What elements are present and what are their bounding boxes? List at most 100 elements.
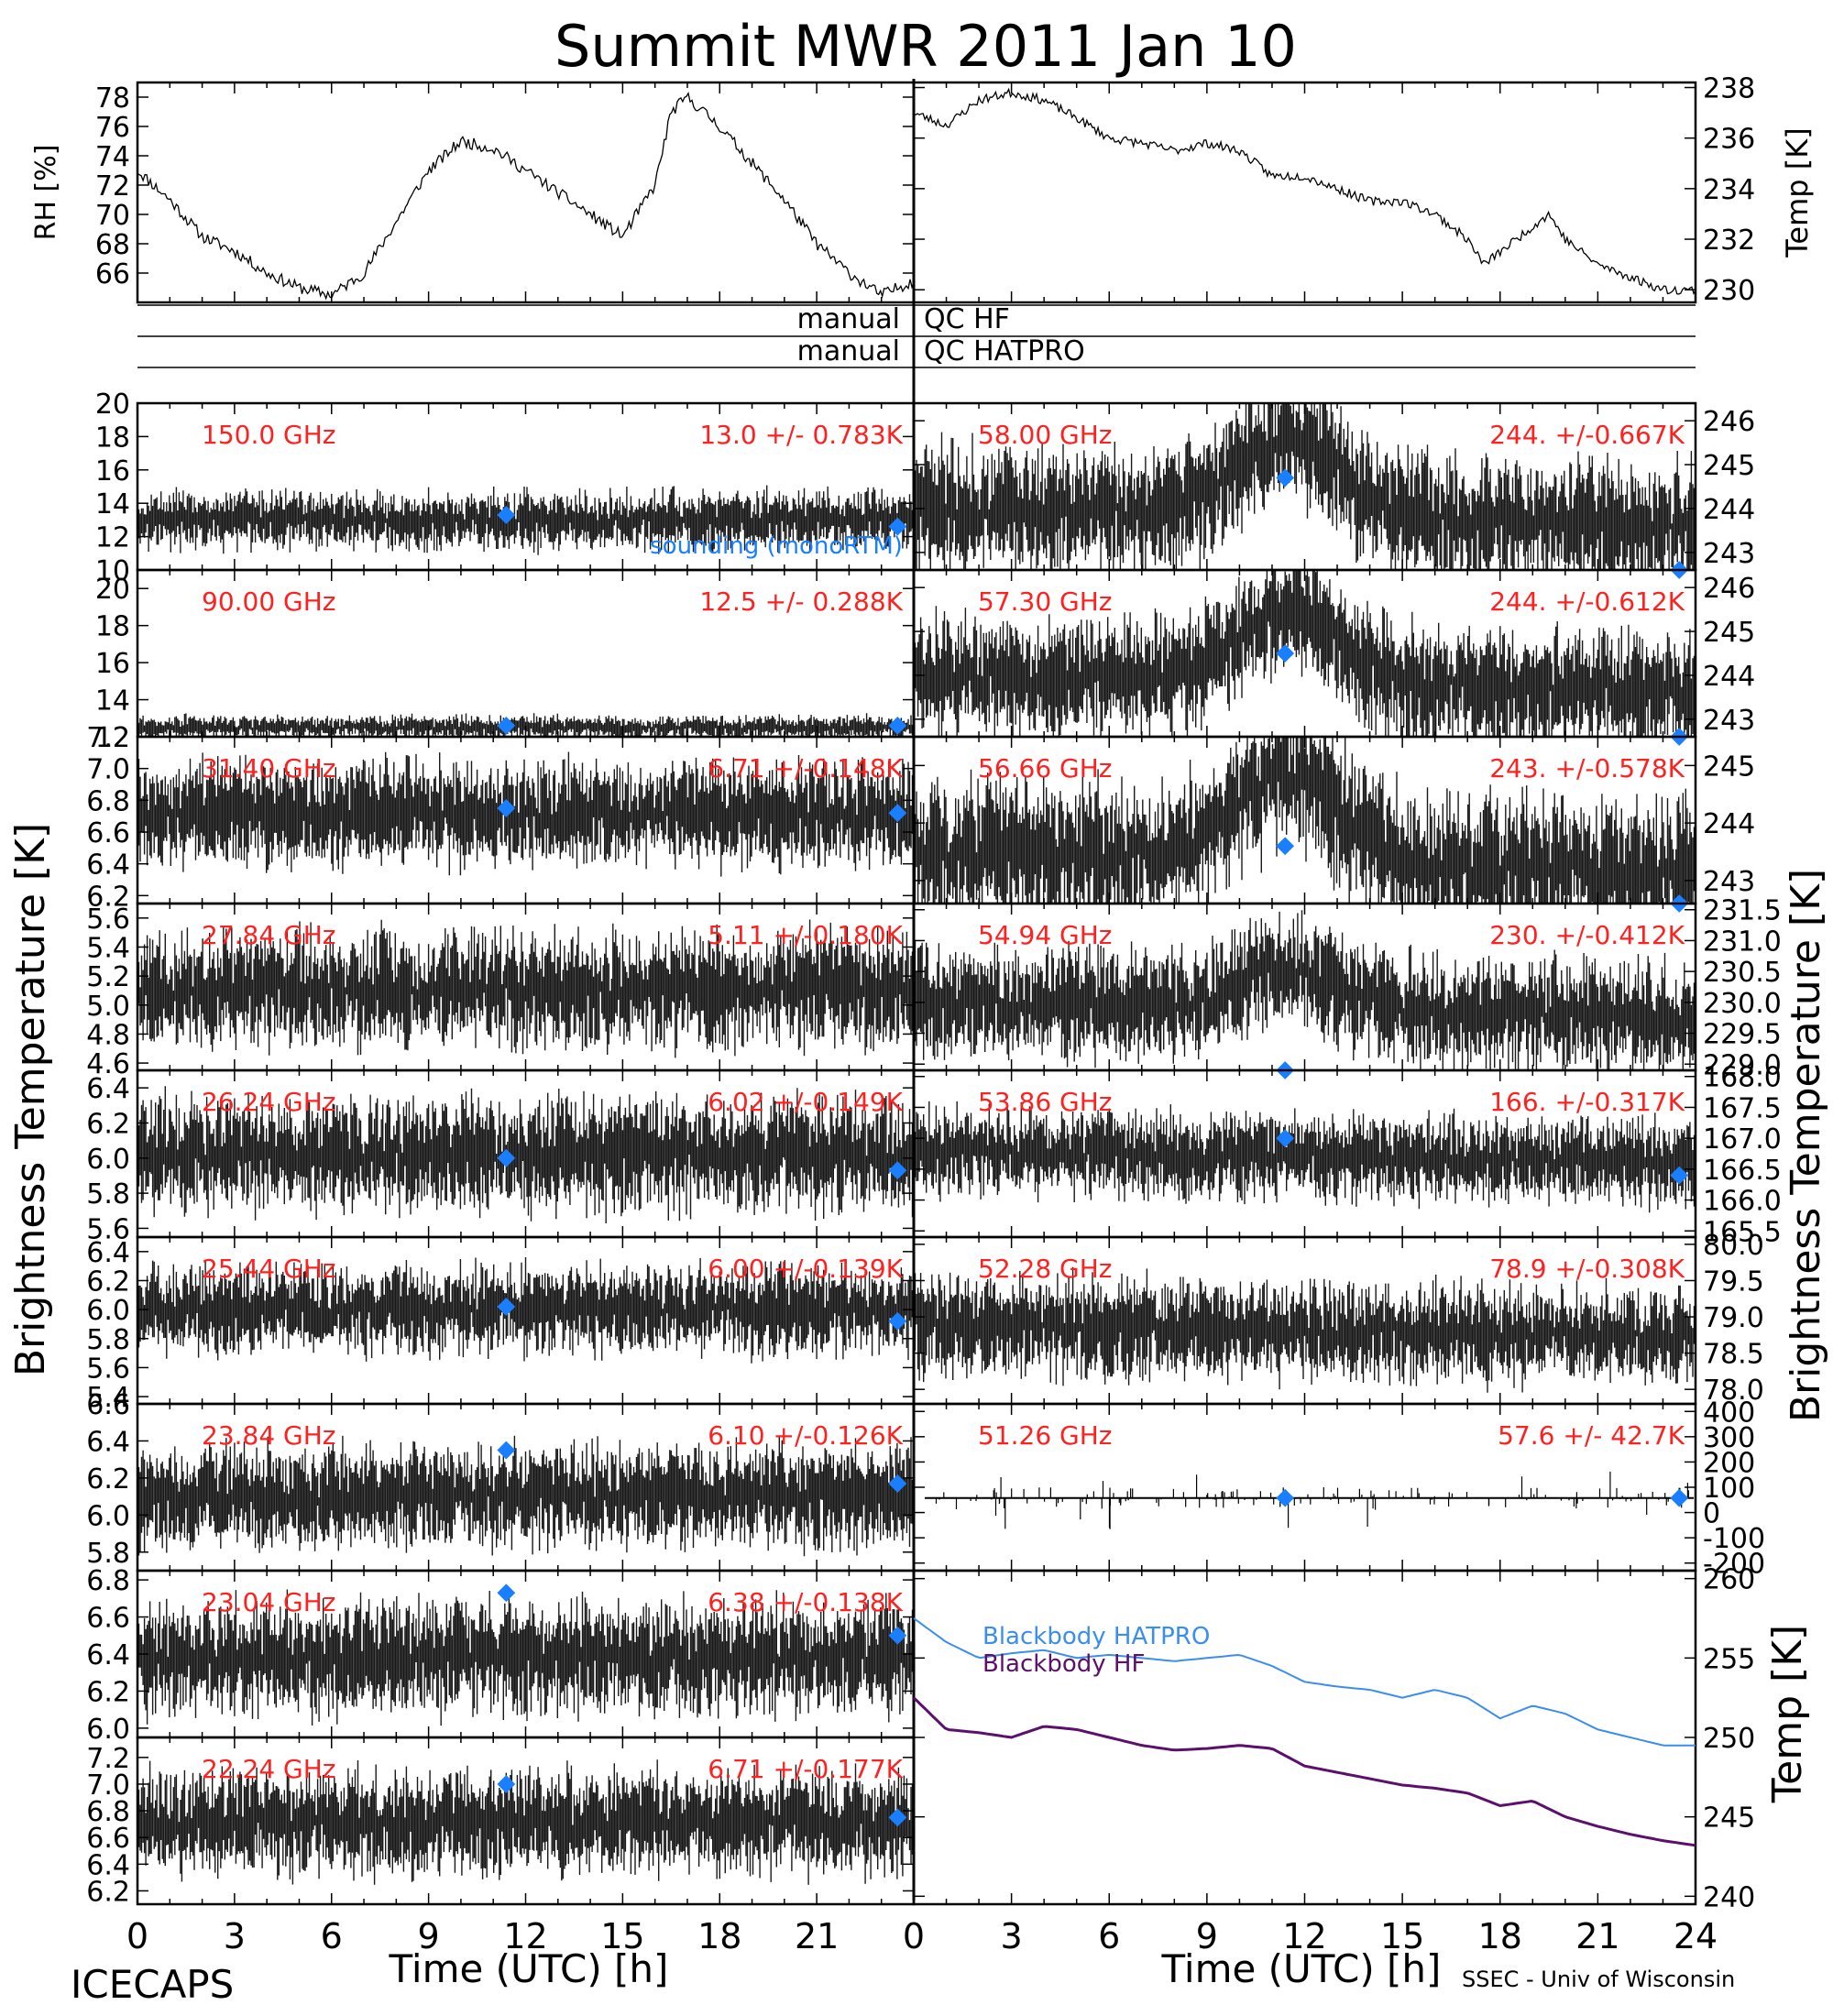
tb-25.44-panel-ytick-label: 6.2 [86, 1265, 130, 1298]
tb-53.86-stats-label: 166. +/-0.317K [1489, 1087, 1685, 1117]
tb-53.86-panel-ytick-label: 165.5 [1703, 1216, 1782, 1248]
tb-23.04-frequency-label: 23.04 GHz [202, 1587, 336, 1617]
tb-90.00-sounding-marker [497, 716, 516, 735]
tb-90.00-panel-ytick-label: 16 [95, 648, 130, 680]
tb-51.26-stats-label: 57.6 +/- 42.7K [1498, 1420, 1685, 1451]
tb-51.26-sounding-marker [1276, 1488, 1295, 1507]
tb-27.84-panel: 4.64.85.05.25.45.6 27.84 GHz 5.11 +/-0.180… [86, 902, 916, 1080]
tb-51.26-sounding-marker [1670, 1488, 1689, 1507]
rh-panel-ytick-label: 70 [95, 200, 130, 232]
tb-58.00-panel: 243 244 245 246 58.00 GHz 244. +/-0.667K [912, 401, 1755, 579]
tb-150.0-panel-ytick-label: 16 [95, 455, 130, 488]
tb-26.24-panel-ytick-label: 6.2 [86, 1108, 130, 1140]
tb-27.84-panel-ytick-label: 4.6 [86, 1048, 130, 1080]
tb-54.94-stats-label: 230. +/-0.412K [1489, 920, 1685, 950]
tb-27.84-panel-ytick-label: 5.4 [86, 932, 130, 964]
tb-51.26-panel-ytick-label: 100 [1703, 1473, 1755, 1505]
tb-53.86-panel-ytick-label: 166.5 [1703, 1155, 1782, 1187]
tb-90.00-panel-ytick-label: 12 [95, 722, 130, 754]
tb-90.00-panel-ytick-label: 18 [95, 611, 130, 643]
tb-57.30-panel-ytick-label: 243 [1703, 705, 1755, 737]
tb-23.84-sounding-marker [888, 1474, 907, 1493]
x-axis-label-left: Time (UTC) [h] [389, 1946, 669, 1991]
temp-panel-ytick-label: 238 [1703, 73, 1755, 105]
tb-25.44-panel: 5.45.65.86.06.26.4 25.44 GHz 6.00 +/-0.139… [86, 1235, 916, 1414]
blackbody-panel-xtick-label: 9 [1196, 1916, 1218, 1956]
tb-56.66-panel-ytick-label: 244 [1703, 808, 1755, 840]
tb-150.0-stats-label: 13.0 +/- 0.783K [699, 420, 903, 450]
tb-22.24-panel-xtick-label: 6 [321, 1916, 343, 1956]
tb-58.00-trace [913, 403, 1696, 570]
tb-23.04-panel-ytick-label: 6.0 [86, 1714, 130, 1746]
tb-53.86-panel-ytick-label: 168.0 [1703, 1062, 1782, 1094]
tb-51.26-panel-ytick-label: 0 [1703, 1498, 1720, 1530]
tb-53.86-panel-ytick-label: 167.5 [1703, 1092, 1782, 1124]
tb-23.04-sounding-marker [497, 1583, 516, 1603]
tb-22.24-panel-xtick-label: 12 [503, 1916, 547, 1956]
tb-51.26-panel-ytick-label: 400 [1703, 1397, 1755, 1429]
tb-57.30-frequency-label: 57.30 GHz [978, 586, 1113, 617]
tb-51.26-panel-ytick-label: -200 [1703, 1549, 1765, 1581]
tb-22.24-panel-ytick-label: 7.0 [86, 1769, 130, 1802]
tb-26.24-sounding-marker [497, 1148, 516, 1167]
rh-line [137, 92, 915, 301]
tb-58.00-panel-ytick-label: 243 [1703, 538, 1755, 570]
tb-27.84-stats-label: 5.11 +/-0.180K [708, 920, 903, 950]
tb-56.66-panel: 243 244 245 56.66 GHz 243. +/-0.578K [912, 735, 1755, 913]
tb-56.66-frequency-label: 56.66 GHz [978, 753, 1113, 783]
temp-panel-ytick-label: 230 [1703, 275, 1755, 307]
qc-hatpro-label: QC HATPRO [924, 335, 1085, 367]
tb-27.84-panel-ytick-label: 5.6 [86, 904, 130, 936]
tb-51.26-panel-ytick-label: 300 [1703, 1422, 1755, 1454]
tb-25.44-trace [137, 1256, 914, 1364]
tb-25.44-panel-ytick-label: 6.0 [86, 1295, 130, 1327]
tb-23.04-stats-label: 6.38 +/-0.138K [708, 1587, 903, 1617]
blackbody-panel-ytick-label: 245 [1703, 1802, 1755, 1835]
tb-57.30-panel-ytick-label: 244 [1703, 661, 1755, 693]
qc-hf-label: QC HF [924, 303, 1010, 335]
tb-150.0-sounding-marker [888, 517, 907, 536]
tb-52.28-panel-ytick-label: 78.0 [1703, 1375, 1764, 1407]
tb-57.30-stats-label: 244. +/-0.612K [1489, 586, 1685, 617]
tb-56.66-panel-ytick-label: 245 [1703, 751, 1755, 783]
temp-line [913, 87, 1696, 295]
tb-26.24-panel-ytick-label: 6.4 [86, 1073, 130, 1105]
tb-51.26-panel-ytick-label: 200 [1703, 1447, 1755, 1479]
tb-27.84-panel-ytick-label: 4.8 [86, 1019, 130, 1051]
tb-25.44-frequency-label: 25.44 GHz [202, 1254, 336, 1284]
tb-51.26-spikes [931, 1471, 1689, 1529]
blackbody-series-line [913, 1617, 1696, 1747]
tb-90.00-sounding-marker [888, 716, 907, 735]
tb-150.0-panel-ytick-label: 10 [95, 555, 130, 587]
blackbody-panel-xtick-label: 21 [1575, 1916, 1619, 1956]
tb-23.84-panel-ytick-label: 5.8 [86, 1538, 130, 1570]
tb-150.0-panel-ytick-label: 12 [95, 522, 130, 554]
tb-53.86-frequency-label: 53.86 GHz [978, 1087, 1113, 1117]
temp-panel-ytick-label: 236 [1703, 124, 1755, 156]
tb-25.44-sounding-marker [497, 1298, 516, 1316]
temp-panel: 230 232 234 236 238 [912, 73, 1755, 307]
blackbody-panel-xtick-label: 6 [1098, 1916, 1120, 1956]
blackbody-panel-xtick-label: 0 [903, 1916, 925, 1956]
tb-31.40-panel-ytick-label: 6.2 [86, 881, 130, 913]
tb-26.24-panel-ytick-label: 5.6 [86, 1213, 130, 1245]
tb-25.44-panel-ytick-label: 5.8 [86, 1324, 130, 1356]
blackbody-panel-xtick-label: 12 [1282, 1916, 1326, 1956]
tb-31.40-stats-label: 6.71 +/-0.148K [708, 753, 903, 783]
blackbody-series-label: Blackbody HATPRO [982, 1623, 1210, 1650]
tb-22.24-panel-xtick-label: 15 [600, 1916, 644, 1956]
tb-31.40-sounding-marker [497, 799, 516, 817]
tb-22.24-stats-label: 6.71 +/-0.177K [708, 1754, 903, 1784]
tb-52.28-panel: 78.0 78.5 79.0 79.580.0 52.28 GHz 78.9 +/-0.3… [912, 1230, 1764, 1407]
rh-panel-ytick-label: 72 [95, 170, 130, 203]
tb-22.24-panel-xtick-label: 0 [126, 1916, 148, 1956]
tb-22.24-panel-xtick-label: 9 [418, 1916, 440, 1956]
tb-22.24-sounding-marker [888, 1808, 907, 1827]
tb-22.24-panel-ytick-label: 6.2 [86, 1876, 130, 1908]
tb-22.24-panel: 0 3 6 9 12 15 18 21 6.26.46.66.87.07.2 22.24 GHz 6… [86, 1736, 916, 1956]
tb-90.00-panel-ytick-label: 20 [95, 574, 130, 606]
tb-23.04-panel-ytick-label: 6.6 [86, 1603, 130, 1635]
